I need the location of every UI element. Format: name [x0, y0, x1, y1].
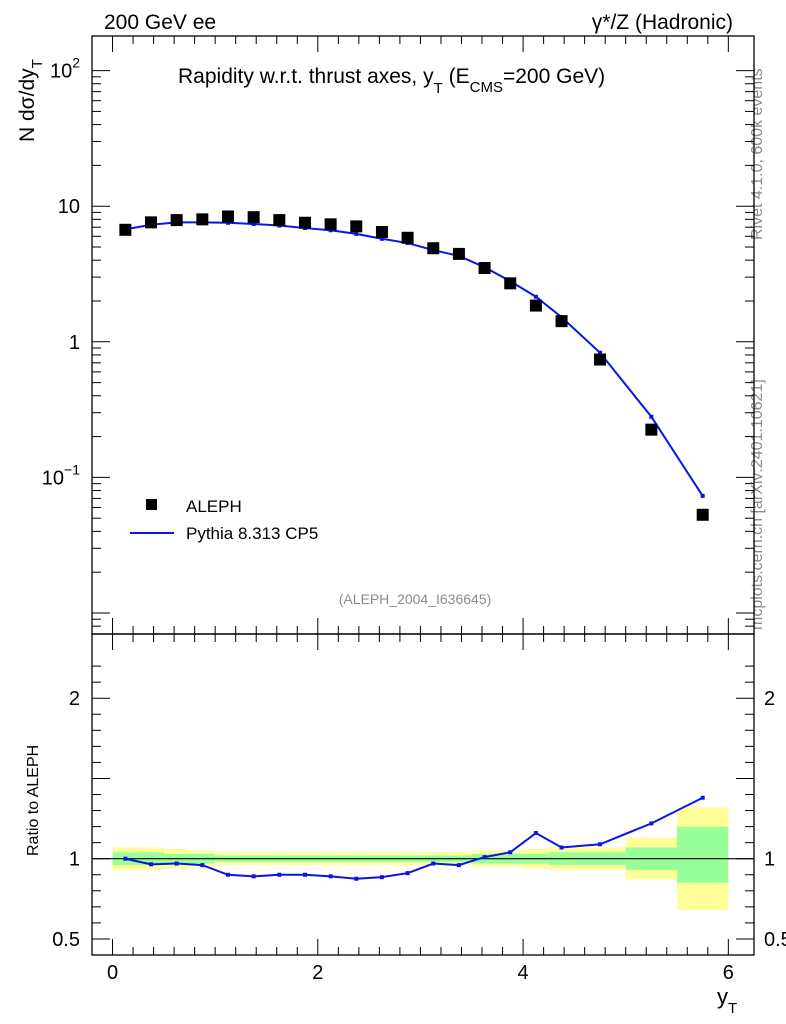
ratio-point [277, 872, 282, 877]
mc-curve [125, 221, 704, 497]
data-point [427, 242, 440, 255]
ratio-y-tick-label: 1 [69, 849, 80, 871]
data-point [594, 353, 607, 366]
x-tick-label: 4 [518, 962, 529, 984]
mc-point [354, 231, 359, 236]
main-ticks [92, 36, 754, 635]
y-tick-label: 10−1 [42, 461, 80, 489]
ratio-point [225, 872, 230, 877]
ratio-point [598, 842, 603, 847]
legend-marker-aleph [146, 499, 157, 510]
ratio-point [149, 862, 154, 867]
ratio-y-tick-label: 2 [69, 688, 80, 710]
data-point [452, 247, 465, 260]
ratio-curve-group [123, 795, 705, 881]
ratio-point [649, 821, 654, 826]
mc-point [598, 350, 603, 355]
y-tick-label: 10 [58, 196, 80, 218]
mcplots-label: mcplots.cern.ch [arXiv:2401.10621] [749, 379, 766, 630]
ratio-point [559, 845, 564, 850]
data-point [478, 262, 491, 275]
ratio-point [123, 856, 128, 861]
ratio-point [174, 861, 179, 866]
ratio-y-tick-label-right: 0.5 [764, 929, 786, 951]
data-point [247, 211, 260, 224]
legend: ALEPH Pythia 8.313 CP5 [130, 497, 318, 543]
legend-label-aleph: ALEPH [186, 497, 242, 516]
mc-point [700, 493, 705, 498]
main-panel: Rapidity w.r.t. thrust axes, yT (ECMS=20… [16, 35, 755, 635]
mc-point [225, 220, 230, 225]
data-point [555, 315, 568, 328]
y-tick-labels: 10−1 1 10 102 [42, 55, 80, 490]
ratio-point [328, 874, 333, 879]
mc-point [251, 221, 256, 226]
data-point [504, 277, 517, 290]
data-point [401, 231, 414, 244]
data-point [324, 218, 337, 231]
ratio-point [302, 872, 307, 877]
plot-title: Rapidity w.r.t. thrust axes, yT (ECMS=20… [178, 65, 605, 97]
x-axis-label: yT [717, 984, 737, 1017]
data-point [375, 226, 388, 239]
ratio-y-tick-label: 0.5 [52, 929, 80, 951]
ratio-point [200, 863, 205, 868]
analysis-id: (ALEPH_2004_I636645) [339, 591, 492, 607]
ratio-ticks [92, 634, 754, 955]
mc-curve-group [123, 220, 705, 498]
mc-point [379, 236, 384, 241]
x-tick-label: 6 [723, 962, 734, 984]
y-axis-label: N dσ/dyT [16, 59, 46, 142]
ratio-point [379, 875, 384, 880]
main-frame [91, 35, 755, 635]
ratio-y-tick-label-right: 2 [764, 688, 775, 710]
data-point [696, 508, 709, 521]
ratio-point [700, 795, 705, 800]
data-point [221, 210, 234, 223]
ratio-frame [91, 633, 755, 956]
ratio-point [482, 855, 487, 860]
header-left: 200 GeV ee [104, 11, 216, 34]
rivet-label: Rivet 4.1.0, 600k events [749, 68, 766, 240]
data-point [298, 216, 311, 229]
x-tick-labels: 0 2 4 6 [107, 962, 734, 984]
data-point [350, 220, 363, 233]
data-point [273, 214, 286, 227]
data-point [119, 223, 132, 236]
ratio-point [405, 871, 410, 876]
ratio-y-tick-labels: 0.5 0.5 1 1 2 2 [52, 688, 786, 951]
band-inner [677, 826, 729, 883]
ratio-point [251, 874, 256, 879]
ratio-y-label: Ratio to ALEPH [25, 745, 42, 856]
ratio-point [508, 850, 513, 855]
data-points-group [119, 210, 709, 521]
mc-point [649, 414, 654, 419]
y-tick-label: 102 [50, 55, 80, 83]
ratio-point [354, 876, 359, 881]
x-tick-label: 0 [107, 962, 118, 984]
ratio-point [456, 863, 461, 868]
header-right: γ*/Z (Hadronic) [592, 11, 733, 34]
ratio-panel: Ratio to ALEPH 0.5 0.5 1 1 2 2 0 2 4 6 yT [25, 633, 786, 1017]
ratio-point [533, 831, 538, 836]
ratio-point [431, 861, 436, 866]
ratio-y-tick-label-right: 1 [764, 849, 775, 871]
y-tick-label: 1 [69, 332, 80, 354]
data-point [170, 214, 183, 227]
data-point [145, 216, 158, 229]
data-point [196, 213, 209, 226]
data-point [529, 299, 542, 312]
mc-point [533, 294, 538, 299]
legend-label-pythia: Pythia 8.313 CP5 [186, 524, 318, 543]
data-point [645, 423, 658, 436]
x-tick-label: 2 [312, 962, 323, 984]
